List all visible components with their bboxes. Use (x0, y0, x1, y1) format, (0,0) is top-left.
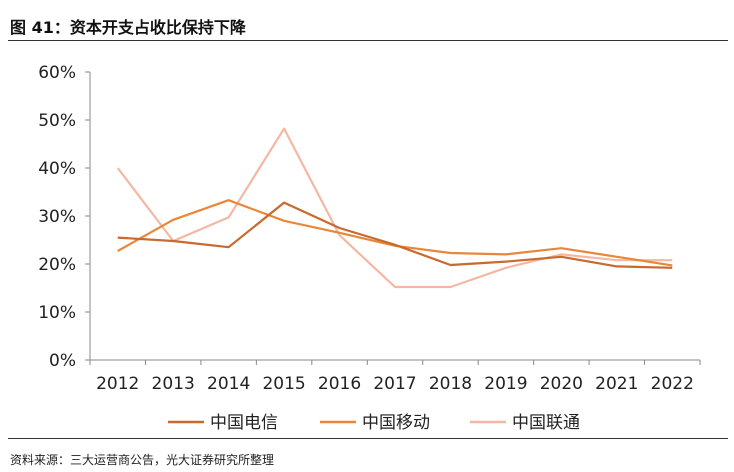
x-tick-label: 2019 (484, 374, 527, 394)
series-line-2 (117, 199, 673, 267)
line-chart: 2012 2013 2014 2015 2016 2017 2018 2019 2020 2021… (38, 63, 701, 433)
x-tick-label: 2013 (152, 374, 195, 394)
y-tick-label: 60% (38, 63, 76, 83)
series-line-1 (117, 201, 673, 269)
x-tick-label: 2012 (96, 374, 139, 394)
legend-label: 中国移动 (362, 413, 430, 433)
x-tick-label: 2022 (651, 374, 694, 394)
source-note: 资料来源：三大运营商公告，光大证券研究所整理 (10, 453, 275, 467)
y-tick-label: 40% (38, 159, 76, 179)
y-tick-label: 30% (38, 207, 76, 227)
x-tick-label: 2017 (373, 374, 416, 394)
legend-label: 中国联通 (512, 413, 580, 433)
y-tick-label: 0% (49, 351, 76, 371)
figure-title: 图 41：资本开支占收比保持下降 (10, 18, 246, 37)
x-tick-label: 2020 (540, 374, 583, 394)
x-tick-label: 2021 (595, 374, 638, 394)
x-tick-label: 2014 (207, 374, 250, 394)
source-rule (8, 438, 728, 439)
x-tick-label: 2015 (262, 374, 305, 394)
title-rule (8, 40, 728, 41)
series-line-3 (116, 127, 673, 289)
y-tick-label: 50% (38, 111, 76, 131)
x-tick-label: 2016 (318, 374, 361, 394)
legend-label: 中国电信 (210, 413, 278, 433)
y-tick-label: 20% (38, 255, 76, 275)
y-tick-label: 10% (38, 303, 76, 323)
x-tick-label: 2018 (429, 374, 472, 394)
